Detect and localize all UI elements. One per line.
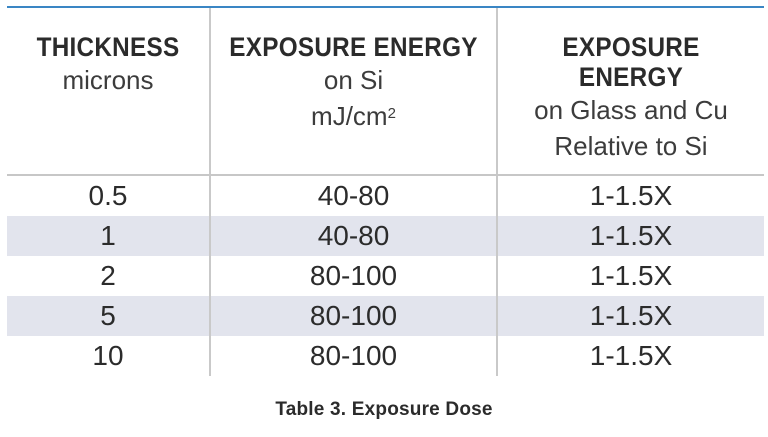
- exposure-dose-table: THICKNESS microns EXPOSURE ENERGY on Si …: [7, 8, 764, 376]
- header-exposure-si-unit-base: mJ/cm: [311, 101, 388, 131]
- table-top-rule: [7, 6, 764, 8]
- header-exposure-si-title: EXPOSURE ENERGY: [229, 32, 478, 62]
- cell-exposure-glass-cu: 1-1.5X: [496, 296, 764, 336]
- cell-exposure-glass-cu: 1-1.5X: [496, 175, 764, 216]
- cell-exposure-glass-cu: 1-1.5X: [496, 216, 764, 256]
- cell-exposure-si: 80-100: [209, 336, 497, 376]
- cell-exposure-si: 80-100: [209, 256, 497, 296]
- cell-exposure-si: 80-100: [209, 296, 497, 336]
- header-exposure-glass-cu-relative: Relative to Si: [554, 131, 708, 161]
- header-exposure-si-unit: mJ/cm2: [215, 98, 492, 134]
- cell-exposure-glass-cu: 1-1.5X: [496, 256, 764, 296]
- header-exposure-glass-cu-title: EXPOSURE ENERGY: [562, 32, 700, 92]
- cell-exposure-si: 40-80: [209, 175, 497, 216]
- table-header-row: THICKNESS microns EXPOSURE ENERGY on Si …: [7, 8, 764, 176]
- exposure-dose-table-container: THICKNESS microns EXPOSURE ENERGY on Si …: [7, 6, 764, 376]
- table-row: 2 80-100 1-1.5X: [7, 256, 764, 296]
- table-caption: Table 3. Exposure Dose: [275, 399, 493, 420]
- cell-exposure-glass-cu: 1-1.5X: [496, 336, 764, 376]
- header-exposure-si: EXPOSURE ENERGY on Si mJ/cm2: [209, 8, 497, 176]
- cell-thickness: 5: [7, 296, 210, 336]
- cell-thickness: 2: [100, 260, 116, 291]
- header-exposure-glass-cu-substrate: on Glass and Cu: [534, 95, 728, 125]
- header-exposure-si-unit-sup: 2: [387, 105, 396, 122]
- header-exposure-si-substrate: on Si: [323, 65, 384, 95]
- table-row: 10 80-100 1-1.5X: [7, 336, 764, 376]
- header-thickness-title: THICKNESS: [36, 32, 180, 62]
- table-row: 0.5 40-80 1-1.5X: [7, 175, 764, 216]
- header-thickness: THICKNESS microns: [7, 8, 210, 176]
- header-thickness-unit: microns: [62, 65, 154, 95]
- cell-exposure-si: 40-80: [209, 216, 497, 256]
- table-row: 5 80-100 1-1.5X: [7, 296, 764, 336]
- table-row: 1 40-80 1-1.5X: [7, 216, 764, 256]
- cell-thickness: 0.5: [88, 180, 128, 211]
- cell-thickness: 1: [7, 216, 210, 256]
- cell-thickness: 10: [92, 340, 124, 371]
- header-exposure-glass-cu: EXPOSURE ENERGY on Glass and Cu Relative…: [496, 8, 764, 176]
